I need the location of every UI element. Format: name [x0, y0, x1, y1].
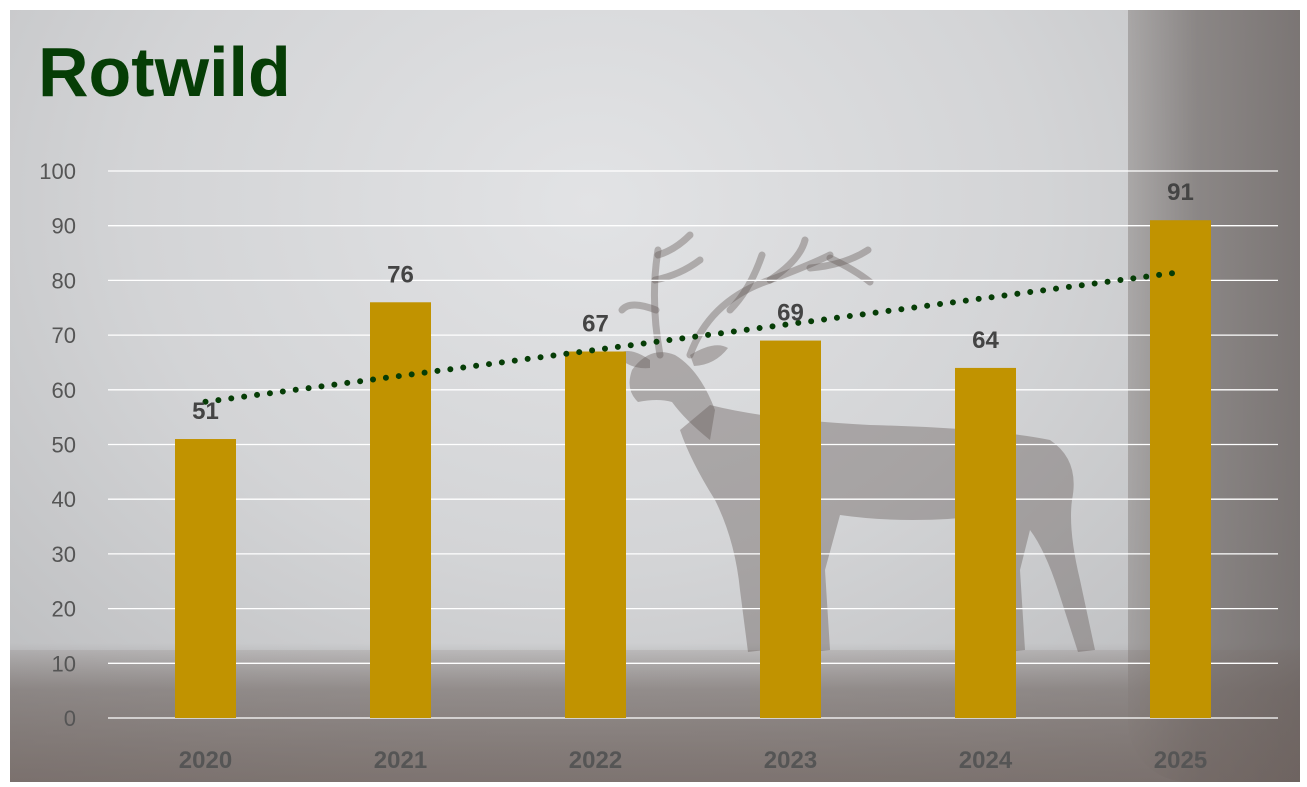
- x-tick-label: 2021: [374, 747, 427, 774]
- y-tick-label: 90: [52, 214, 76, 239]
- data-label: 64: [972, 327, 999, 354]
- x-tick-label: 2020: [179, 747, 232, 774]
- data-label: 91: [1167, 179, 1194, 206]
- data-label: 51: [192, 398, 219, 425]
- bar: [760, 340, 821, 718]
- grid-lines: [108, 170, 1278, 719]
- y-tick-label: 0: [64, 706, 76, 731]
- chart-title: Rotwild: [38, 33, 291, 111]
- y-tick-label: 60: [52, 378, 76, 403]
- bars: [175, 220, 1211, 719]
- trendline: [202, 269, 1184, 405]
- x-tick-label: 2022: [569, 747, 622, 774]
- y-tick-label: 20: [52, 597, 76, 622]
- data-label: 69: [777, 300, 804, 327]
- x-tick-label: 2023: [764, 747, 817, 774]
- data-label: 76: [387, 261, 414, 288]
- bar: [1150, 220, 1211, 719]
- bar: [175, 439, 236, 718]
- y-tick-label: 30: [52, 542, 76, 567]
- data-labels: 51 76 67 69 64 91: [192, 179, 1194, 425]
- trendline-path: [202, 269, 1184, 405]
- x-tick-label: 2024: [959, 747, 1013, 774]
- y-tick-label: 80: [52, 268, 76, 293]
- bar: [955, 367, 1016, 718]
- y-tick-label: 10: [52, 651, 76, 676]
- y-tick-label: 100: [39, 159, 76, 184]
- bar: [565, 351, 626, 718]
- chart-slide: Rotwild 0 10 20 30 40 50 60 70 80 90 100 51 76 67 69 6…: [10, 10, 1300, 782]
- bar-chart: 0 10 20 30 40 50 60 70 80 90 100 51 76 67 69 64 91 2020…: [39, 159, 1278, 774]
- y-tick-label: 40: [52, 487, 76, 512]
- y-tick-label: 70: [52, 323, 76, 348]
- data-label: 67: [582, 311, 609, 338]
- y-tick-label: 50: [52, 433, 76, 458]
- x-tick-label: 2025: [1154, 747, 1207, 774]
- bar: [370, 302, 431, 718]
- x-axis-ticks: 2020 2021 2022 2023 2024 2025: [179, 747, 1207, 774]
- y-axis-ticks: 0 10 20 30 40 50 60 70 80 90 100: [39, 159, 76, 731]
